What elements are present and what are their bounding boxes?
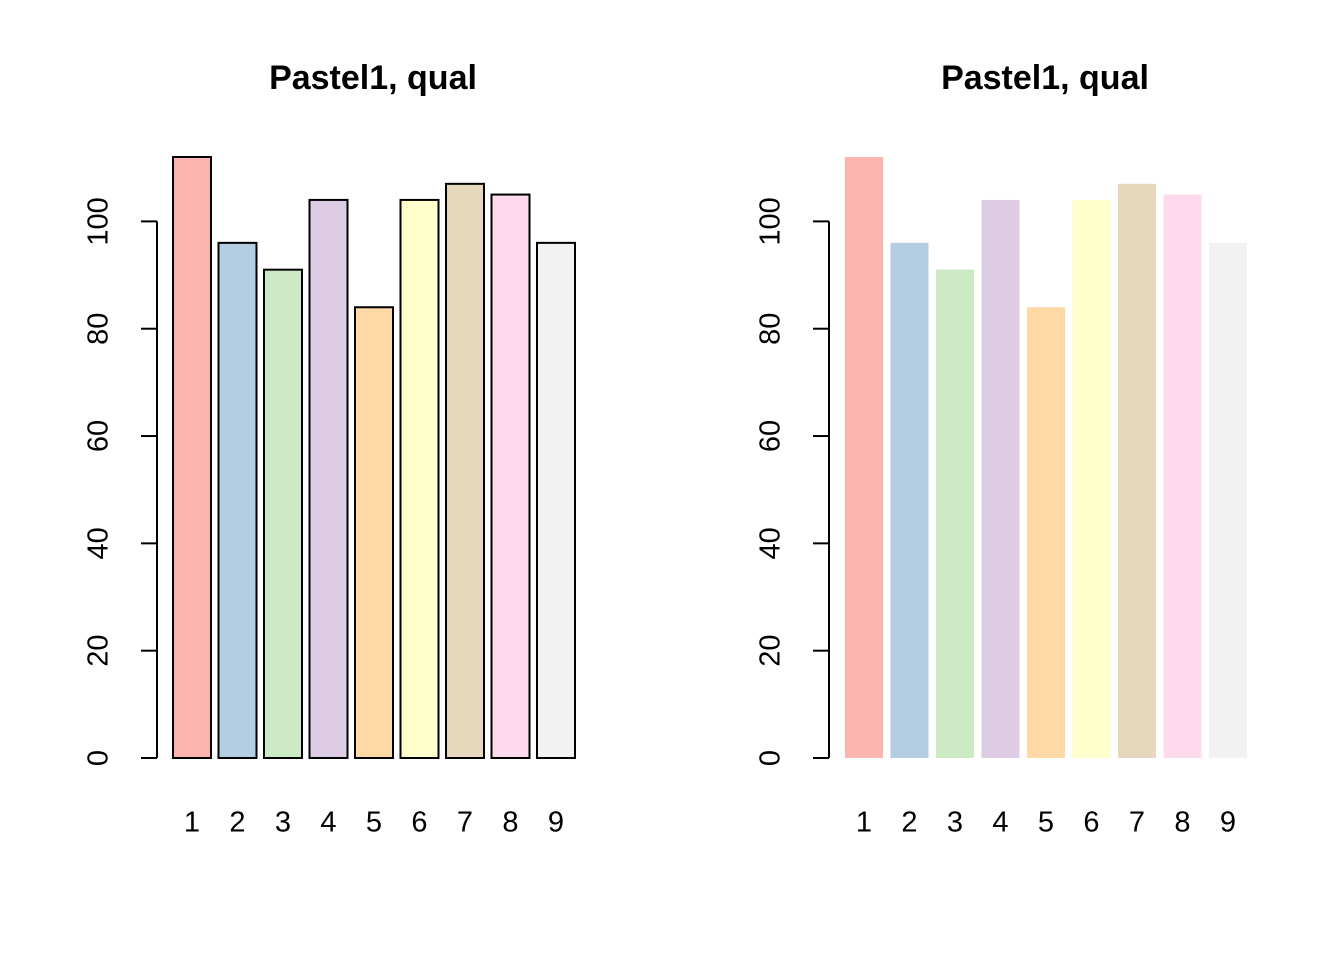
x-tick-label: 5 [366, 807, 382, 839]
x-tick-label: 8 [1174, 807, 1190, 839]
y-tick-label: 60 [755, 420, 787, 452]
bar [172, 156, 212, 759]
bar [308, 198, 349, 759]
bar [936, 269, 974, 758]
bar [981, 199, 1020, 758]
y-tick-label: 100 [83, 197, 115, 245]
x-tick-label: 6 [1083, 807, 1099, 839]
x-tick-label: 2 [901, 807, 917, 839]
x-tick-label: 3 [275, 807, 291, 839]
y-tick-label: 0 [755, 750, 787, 766]
y-tick-label: 60 [83, 420, 115, 452]
y-tick-label: 80 [755, 313, 787, 345]
x-tick-label: 7 [1129, 807, 1145, 839]
x-tick-label: 5 [1038, 807, 1054, 839]
y-tick-label: 20 [755, 635, 787, 667]
x-tick-label: 1 [856, 807, 872, 839]
bar [217, 241, 258, 760]
bar [1118, 183, 1156, 759]
x-tick-label: 9 [548, 807, 564, 839]
x-tick-label: 4 [320, 807, 336, 839]
bar [1072, 199, 1111, 758]
y-tick-label: 0 [83, 750, 115, 766]
x-tick-label: 7 [457, 807, 473, 839]
bar [1209, 242, 1247, 758]
y-tick-label: 40 [83, 527, 115, 559]
y-tick-label: 20 [83, 635, 115, 667]
chart-title: Pastel1, qual [269, 59, 477, 97]
x-tick-label: 4 [992, 807, 1008, 839]
x-tick-label: 2 [229, 807, 245, 839]
bar [536, 241, 576, 760]
x-tick-label: 8 [502, 807, 518, 839]
x-tick-label: 9 [1220, 807, 1236, 839]
bar [490, 193, 531, 759]
x-tick-label: 1 [184, 807, 200, 839]
bar [354, 306, 394, 759]
x-tick-label: 3 [947, 807, 963, 839]
bar [1163, 194, 1202, 758]
bar [890, 242, 929, 758]
bar [263, 268, 303, 759]
y-tick-label: 100 [755, 197, 787, 245]
bar [399, 198, 440, 759]
chart-title: Pastel1, qual [941, 59, 1149, 97]
bar [1027, 307, 1065, 758]
bar [445, 182, 485, 759]
y-tick-label: 80 [83, 313, 115, 345]
y-tick-label: 40 [755, 527, 787, 559]
bar [845, 157, 883, 758]
x-tick-label: 6 [411, 807, 427, 839]
